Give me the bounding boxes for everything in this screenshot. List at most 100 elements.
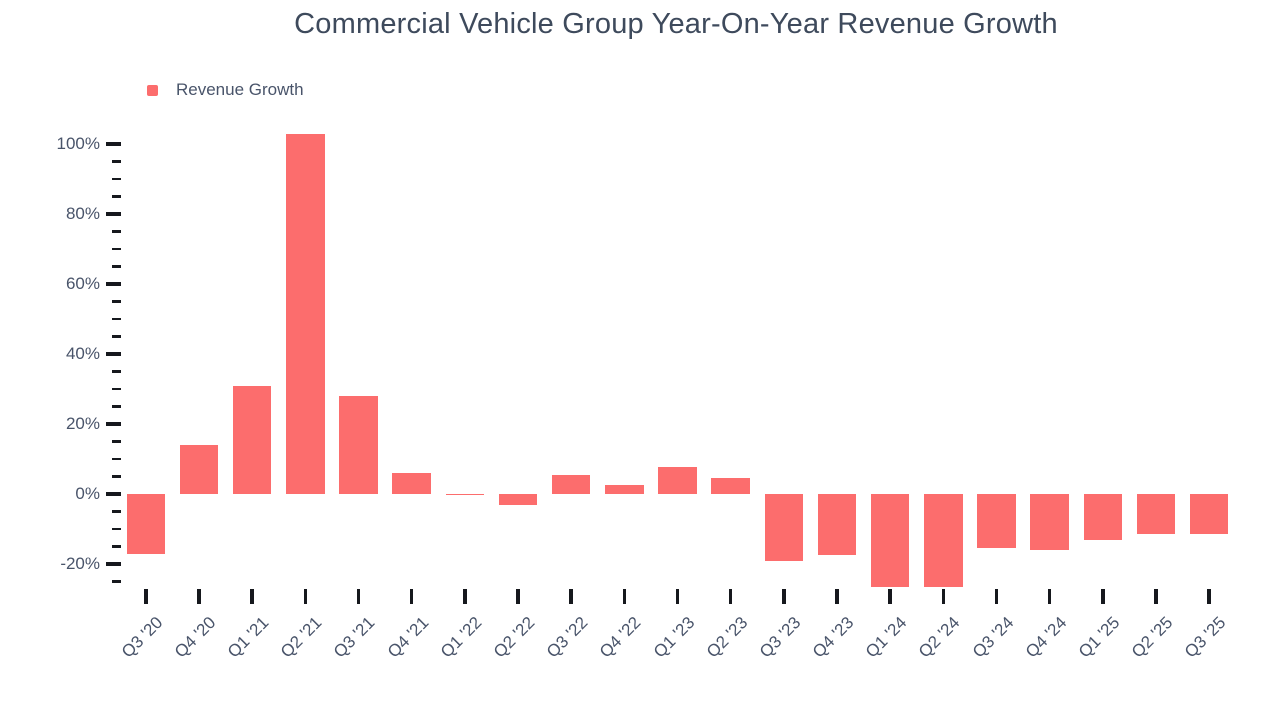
x-axis-tick-label: Q3 '20 <box>117 613 167 662</box>
x-axis-tick-label: Q2 '22 <box>489 613 539 662</box>
x-axis-tick-label: Q4 '22 <box>596 613 645 662</box>
y-axis-tick-label: 100% <box>56 134 100 153</box>
y-axis-minor-tick <box>112 160 121 163</box>
x-axis-tick <box>675 589 680 604</box>
y-axis-minor-tick <box>112 387 121 391</box>
y-axis-major-tick <box>106 142 121 146</box>
x-axis-tick-label: Q3 '24 <box>968 613 1017 662</box>
chart-title: Commercial Vehicle Group Year-On-Year Re… <box>294 8 1058 40</box>
x-axis-tick-label: Q2 '21 <box>277 613 326 662</box>
y-axis-tick-label: 60% <box>65 274 100 293</box>
x-axis-tick-label: Q3 '21 <box>330 613 379 662</box>
legend-label: Revenue Growth <box>176 80 304 99</box>
y-axis-minor-tick <box>112 405 121 408</box>
bar-q2-25 <box>1136 494 1176 535</box>
legend: Revenue Growth <box>147 80 304 100</box>
bar-q3-23 <box>764 494 804 561</box>
x-axis-tick-label: Q2 '23 <box>702 613 752 662</box>
bar-q1-24 <box>870 494 910 587</box>
y-axis-minor-tick <box>112 457 121 461</box>
x-axis-tick <box>1101 589 1105 604</box>
y-axis-major-tick <box>106 282 121 286</box>
x-axis-tick <box>356 589 361 604</box>
y-axis-major-tick <box>106 562 121 566</box>
y-axis-tick-label: -20% <box>60 554 100 573</box>
x-axis-tick-label: Q3 '25 <box>1181 613 1230 662</box>
legend-swatch-icon <box>147 84 158 96</box>
bar-q3-22 <box>551 475 591 494</box>
x-axis-tick <box>622 589 627 604</box>
y-axis-minor-tick <box>112 475 121 478</box>
x-axis-tick <box>728 589 733 604</box>
bar-q3-25 <box>1189 494 1229 535</box>
x-axis-tick-label: Q1 '25 <box>1074 613 1124 662</box>
y-axis-minor-tick <box>112 247 121 251</box>
y-axis-tick-label: 20% <box>65 414 100 433</box>
bar-q2-24 <box>924 494 963 587</box>
bar-q1-23 <box>658 467 697 494</box>
x-axis-tick <box>835 589 839 604</box>
x-axis-tick-label: Q4 '24 <box>1021 613 1071 662</box>
bar-q4-21 <box>392 473 431 494</box>
y-axis-tick-label: 0% <box>75 484 100 503</box>
bar-q4-24 <box>1030 494 1069 550</box>
bar-q2-22 <box>498 494 538 505</box>
x-axis-tick-label: Q1 '23 <box>649 613 698 662</box>
y-axis-minor-tick <box>112 195 121 198</box>
x-axis-tick-label: Q1 '24 <box>862 613 911 662</box>
bar-q2-23 <box>711 477 750 494</box>
y-axis-minor-tick <box>112 300 121 303</box>
bar-q3-20 <box>126 494 166 554</box>
y-axis-major-tick <box>106 492 121 496</box>
y-axis-tick-label: 80% <box>65 204 100 223</box>
x-axis-tick-label: Q3 '22 <box>543 613 592 662</box>
x-axis-tick <box>1154 589 1158 604</box>
y-axis-minor-tick <box>112 440 121 443</box>
x-axis-tick <box>144 589 148 604</box>
x-axis-tick <box>994 589 999 604</box>
x-axis-tick-label: Q4 '23 <box>808 613 858 662</box>
y-axis-major-tick <box>106 422 121 426</box>
x-axis-tick <box>303 589 308 604</box>
bar-q1-22 <box>445 494 485 496</box>
bar-q3-21 <box>339 396 378 494</box>
y-axis-minor-tick <box>112 335 121 338</box>
y-axis-minor-tick <box>112 370 121 373</box>
y-axis-minor-tick <box>112 580 121 583</box>
y-axis-minor-tick <box>112 177 121 181</box>
x-axis-tick <box>463 589 467 604</box>
bar-q4-20 <box>179 445 219 494</box>
y-axis-minor-tick <box>112 510 121 513</box>
bar-q2-21 <box>286 133 325 494</box>
y-axis-minor-tick <box>112 527 121 531</box>
y-axis-tick-label: 40% <box>65 344 100 363</box>
x-axis-tick-label: Q2 '25 <box>1127 613 1177 662</box>
y-axis-minor-tick <box>112 317 121 321</box>
x-axis-tick-label: Q4 '20 <box>170 613 220 662</box>
x-axis-tick <box>569 589 573 604</box>
bar-q1-21 <box>232 385 272 494</box>
x-axis-tick <box>409 589 414 604</box>
x-axis-tick-label: Q2 '24 <box>915 613 964 662</box>
x-axis-tick <box>782 589 786 604</box>
x-axis-tick <box>516 589 520 604</box>
y-axis-major-tick <box>106 352 121 356</box>
x-axis-tick <box>197 589 201 604</box>
bar-q4-23 <box>817 494 857 556</box>
y-axis-minor-tick <box>112 265 121 268</box>
x-axis-tick <box>888 589 892 604</box>
bar-q3-24 <box>977 494 1016 549</box>
x-axis-tick-label: Q4 '21 <box>383 613 433 662</box>
x-axis-tick-label: Q1 '21 <box>224 613 273 662</box>
x-axis-tick-label: Q1 '22 <box>436 613 486 662</box>
bar-q4-22 <box>605 485 644 494</box>
x-axis-tick <box>1207 589 1211 604</box>
bar-q1-25 <box>1083 494 1123 540</box>
x-axis-tick <box>250 589 254 604</box>
y-axis-major-tick <box>106 212 121 216</box>
x-axis-tick-label: Q3 '23 <box>755 613 805 662</box>
x-axis-tick <box>1047 589 1052 604</box>
x-axis-tick <box>941 589 946 604</box>
y-axis-minor-tick <box>112 230 121 233</box>
